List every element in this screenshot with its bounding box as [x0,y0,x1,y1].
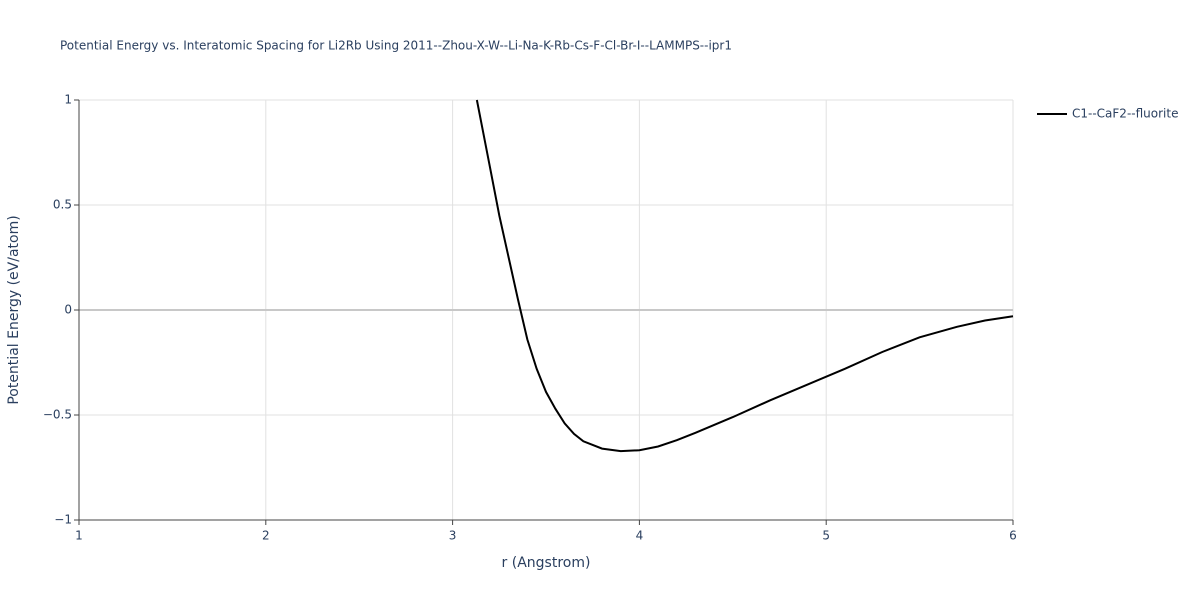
x-tick-label: 3 [449,529,457,543]
data-line [475,99,1014,453]
y-tick-label: 0 [64,303,72,317]
x-tick-label: 6 [1009,529,1017,543]
chart-title: Potential Energy vs. Interatomic Spacing… [60,39,732,53]
y-tick-label: −0.5 [43,408,72,422]
x-tick-label: 4 [636,529,644,543]
y-tick-label: 1 [64,93,72,107]
x-axis-title: r (Angstrom) [502,555,591,571]
y-axis-title: Potential Energy (eV/atom) [6,215,22,404]
y-tick-label: 0.5 [53,198,72,212]
legend-label: C1--CaF2--fluorite [1072,107,1178,121]
y-tick-label: −1 [54,513,72,527]
x-tick-label: 2 [262,529,270,543]
x-tick-label: 1 [75,529,83,543]
x-tick-label: 5 [822,529,830,543]
